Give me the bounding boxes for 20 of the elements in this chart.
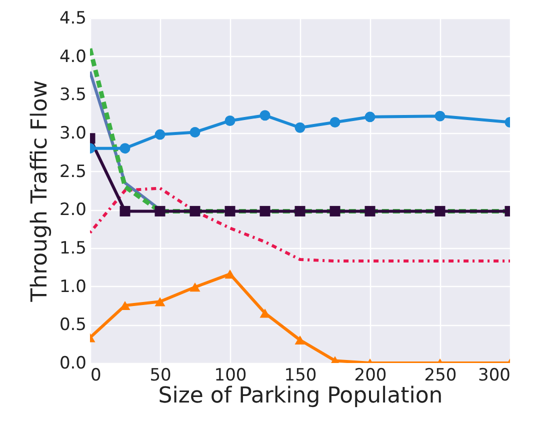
line-series [90, 186, 510, 263]
x-tick-label: 150 [284, 366, 317, 386]
x-tick-label: 100 [214, 366, 247, 386]
x-tick-label: 200 [354, 366, 387, 386]
x-tick-label: 50 [150, 366, 172, 386]
y-tick-label: 2.0 [59, 200, 86, 220]
y-tick-label: 4.0 [59, 46, 86, 67]
y-tick-label: 3.0 [59, 124, 86, 144]
y-axis-title: Through Traffic Flow [27, 80, 52, 303]
x-tick-label: 300 [478, 366, 510, 386]
x-axis-title: Size of Parking Population [158, 384, 443, 408]
y-tick-label: 1.0 [59, 276, 86, 297]
y-tick-label: 1.5 [59, 238, 86, 258]
y-tick-label: 4.5 [59, 8, 86, 28]
x-tick-label: 0 [90, 366, 102, 386]
y-tick-label: 0.0 [59, 354, 86, 374]
x-tick-label: 250 [424, 366, 457, 386]
y-tick-label: 0.5 [59, 315, 86, 336]
y-tick-label: 2.5 [59, 162, 86, 182]
y-tick-label: 3.5 [59, 85, 86, 106]
